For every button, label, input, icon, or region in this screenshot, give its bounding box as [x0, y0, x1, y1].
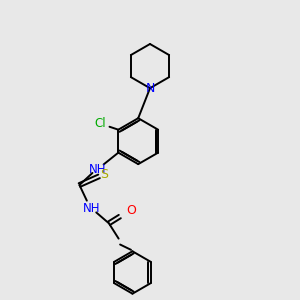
Text: Cl: Cl: [95, 117, 106, 130]
Text: N: N: [145, 82, 155, 95]
Text: O: O: [126, 204, 136, 217]
Text: NH: NH: [82, 202, 100, 215]
Text: S: S: [100, 168, 108, 181]
Text: NH: NH: [89, 163, 106, 176]
